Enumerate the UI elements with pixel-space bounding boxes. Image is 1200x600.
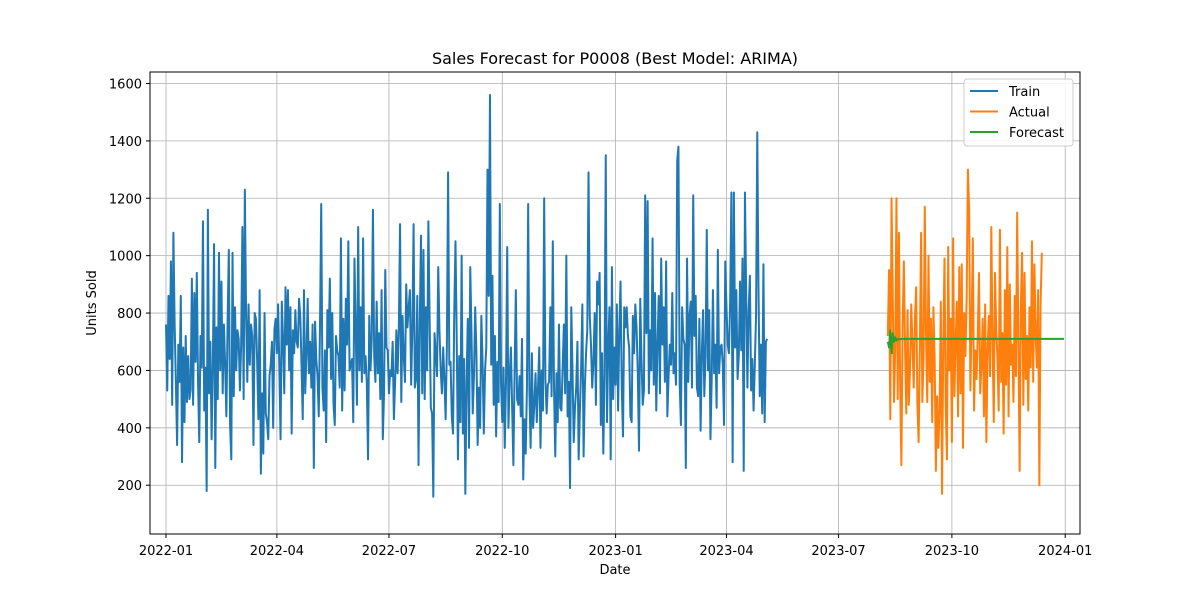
legend-label-train: Train	[1008, 85, 1040, 100]
x-tick-label: 2023-04	[699, 544, 753, 559]
legend-label-forecast: Forecast	[1009, 126, 1064, 141]
x-tick-label: 2023-01	[588, 544, 642, 559]
y-tick-label: 800	[117, 307, 142, 322]
legend: Train Actual Forecast	[963, 78, 1074, 147]
grid-lines	[150, 72, 1080, 534]
y-tick-label: 1600	[109, 77, 142, 92]
x-tick-label: 2022-07	[362, 544, 416, 559]
y-tick-label: 600	[117, 364, 142, 379]
y-tick-label: 1000	[109, 250, 142, 265]
series-line-train	[165, 93, 769, 498]
x-tick-label: 2023-07	[811, 544, 865, 559]
x-tick-label: 2023-10	[925, 544, 979, 559]
y-tick-label: 400	[117, 422, 142, 437]
y-tick-label: 1400	[109, 135, 142, 150]
x-tick-label: 2024-01	[1038, 544, 1092, 559]
y-tick-label: 200	[117, 479, 142, 494]
x-tick-label: 2022-04	[250, 544, 304, 559]
x-axis-title: Date	[599, 563, 630, 578]
x-tick-label: 2022-01	[139, 544, 193, 559]
y-axis-title: Units Sold	[85, 270, 100, 335]
plot-area-frame	[149, 71, 1081, 535]
x-tick-label: 2022-10	[475, 544, 529, 559]
x-axis-ticks: 2022-01 2022-04 2022-07 2022-10 2023-01 2023-…	[139, 534, 1092, 559]
y-tick-label: 1200	[109, 192, 142, 207]
series-lines	[165, 93, 1064, 498]
legend-box	[963, 78, 1074, 147]
series-line-forecast	[886, 329, 1064, 355]
chart-title: Sales Forecast for P0008 (Best Model: AR…	[432, 49, 798, 68]
legend-label-actual: Actual	[1009, 106, 1050, 121]
y-axis-ticks: 200 400 600 800 1000 1200 1400 1600	[109, 77, 150, 494]
series-line-actual	[886, 168, 1043, 495]
